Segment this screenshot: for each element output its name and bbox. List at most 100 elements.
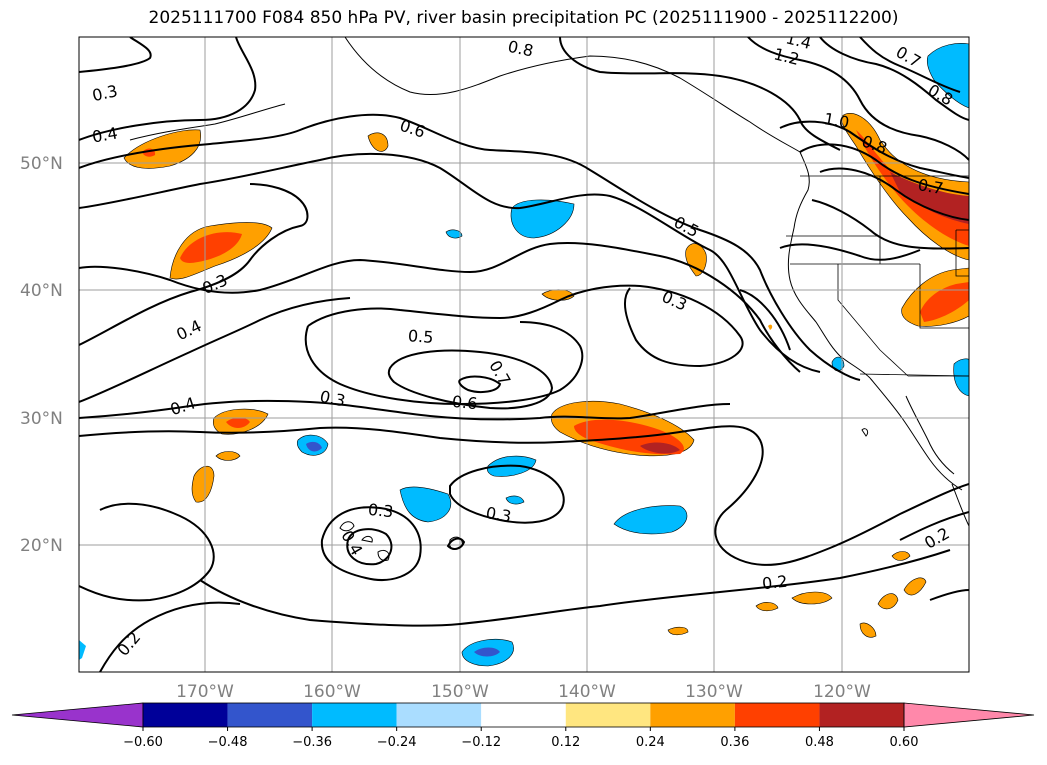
plot-area xyxy=(79,37,969,672)
contour-label: 0.3 xyxy=(318,387,347,411)
shade-pos xyxy=(856,130,969,246)
shade-pos xyxy=(920,282,969,322)
coastline-aleutians xyxy=(129,103,286,141)
coastline-baja xyxy=(869,377,963,491)
pv-contours xyxy=(79,37,969,672)
contour-label: 1.0 xyxy=(822,109,850,132)
pv-contour xyxy=(307,284,744,368)
colorbar-ticks: −0.60 −0.48 −0.36 −0.24 −0.12 0.12 0.24 0.36 0.4… xyxy=(123,727,918,750)
shade-neg xyxy=(79,640,86,660)
shade-pos xyxy=(367,132,389,152)
colorbar-tick-label: −0.48 xyxy=(208,735,248,750)
shade-pos xyxy=(877,593,899,610)
colorbar-segment xyxy=(650,703,735,727)
shade-neg xyxy=(505,495,525,505)
lon-label-150w: 150°W xyxy=(431,682,489,702)
colorbar-segment xyxy=(312,703,397,727)
hawaii-island xyxy=(361,535,373,543)
shade-neg xyxy=(306,441,322,452)
contour-label: 0.5 xyxy=(407,326,434,347)
pv-contour xyxy=(811,199,969,250)
map-title: 2025111700 F084 850 hPa PV, river basin … xyxy=(148,8,899,28)
contour-label: 0.3 xyxy=(367,500,394,522)
lon-label-140w: 140°W xyxy=(558,682,616,702)
pv-contour xyxy=(458,375,502,393)
shade-pos xyxy=(791,591,833,605)
colorbar-segment xyxy=(565,703,651,727)
pv-contour xyxy=(929,589,969,601)
shade-pos xyxy=(755,602,779,612)
colorbar-frame xyxy=(142,702,905,728)
pv-contour xyxy=(79,37,257,141)
colorbar-tick-label: 0.60 xyxy=(890,735,919,750)
contour-label: 0.8 xyxy=(506,37,535,61)
shade-pos xyxy=(903,577,927,596)
coastline-west-us xyxy=(787,227,871,379)
colorbar-tick-label: −0.12 xyxy=(461,735,501,750)
lat-label-20n: 20°N xyxy=(20,536,63,556)
pv-contour xyxy=(320,506,422,581)
political-borders xyxy=(786,175,969,377)
pv-contour xyxy=(79,502,215,602)
colorbar-segment xyxy=(819,703,904,727)
shade-pos xyxy=(226,417,250,428)
lon-label-160w: 160°W xyxy=(303,682,361,702)
shade-pos xyxy=(180,232,242,263)
lat-labels: 50°N 40°N 30°N 20°N xyxy=(20,154,63,556)
shade-pos xyxy=(640,442,680,454)
contour-label: 0.3 xyxy=(90,81,119,105)
shade-pos xyxy=(859,622,877,638)
pv-contour xyxy=(739,289,791,351)
colorbar-segments xyxy=(11,702,1035,728)
hawaii-island xyxy=(377,549,390,561)
pv-contour xyxy=(79,183,309,346)
contour-label: 0.3 xyxy=(484,503,512,526)
pv-contour xyxy=(859,37,961,93)
pv-contour xyxy=(79,37,152,73)
lon-labels: 170°W 160°W 150°W 140°W 130°W 120°W xyxy=(176,682,871,702)
pv-contour xyxy=(747,37,969,161)
shade-pos xyxy=(891,551,911,561)
colorbar-segment xyxy=(481,703,566,727)
hawaii-island xyxy=(339,521,355,532)
lat-label-50n: 50°N xyxy=(20,154,63,174)
pv-contour xyxy=(799,143,969,195)
plot-frame xyxy=(78,36,970,673)
colorbar-extend-min xyxy=(11,702,144,728)
contour-label: 0.7 xyxy=(916,175,944,198)
lon-label-130w: 130°W xyxy=(685,682,743,702)
graticule xyxy=(79,37,969,672)
contour-label: 0.2 xyxy=(761,572,788,594)
colorbar-tick-label: −0.36 xyxy=(292,735,332,750)
shade-pos xyxy=(768,324,773,330)
contour-label: 0.4 xyxy=(91,123,119,146)
pv-contour xyxy=(79,113,861,381)
border-ca-nv xyxy=(837,264,909,377)
shade-neg xyxy=(445,229,463,239)
colorbar-tick-label: 0.36 xyxy=(720,735,749,750)
lon-label-170w: 170°W xyxy=(176,682,234,702)
colorbar-tick-label: 0.48 xyxy=(805,735,834,750)
shade-pos xyxy=(890,172,969,224)
shade-pos xyxy=(667,626,689,636)
pv-contour xyxy=(449,464,565,524)
border-mt xyxy=(955,229,969,277)
lat-label-30n: 30°N xyxy=(20,409,63,429)
shade-neg xyxy=(474,647,500,657)
border-nv-ut xyxy=(919,264,969,329)
coastline-mexico xyxy=(951,483,969,527)
pv-contour xyxy=(559,37,841,151)
coastline-alaska xyxy=(344,37,801,153)
pv-contour xyxy=(79,399,731,421)
pv-contour xyxy=(819,37,969,121)
border-us-mexico xyxy=(859,373,969,377)
pv-contour xyxy=(79,425,969,566)
shade-neg xyxy=(613,505,688,535)
pv-contour xyxy=(79,297,351,403)
pv-contour xyxy=(819,167,969,221)
pv-contour xyxy=(199,549,951,627)
colorbar: −0.60 −0.48 −0.36 −0.24 −0.12 0.12 0.24 0.36 0.4… xyxy=(11,702,1035,750)
pv-contour xyxy=(779,120,969,179)
pv-contour xyxy=(79,241,801,373)
